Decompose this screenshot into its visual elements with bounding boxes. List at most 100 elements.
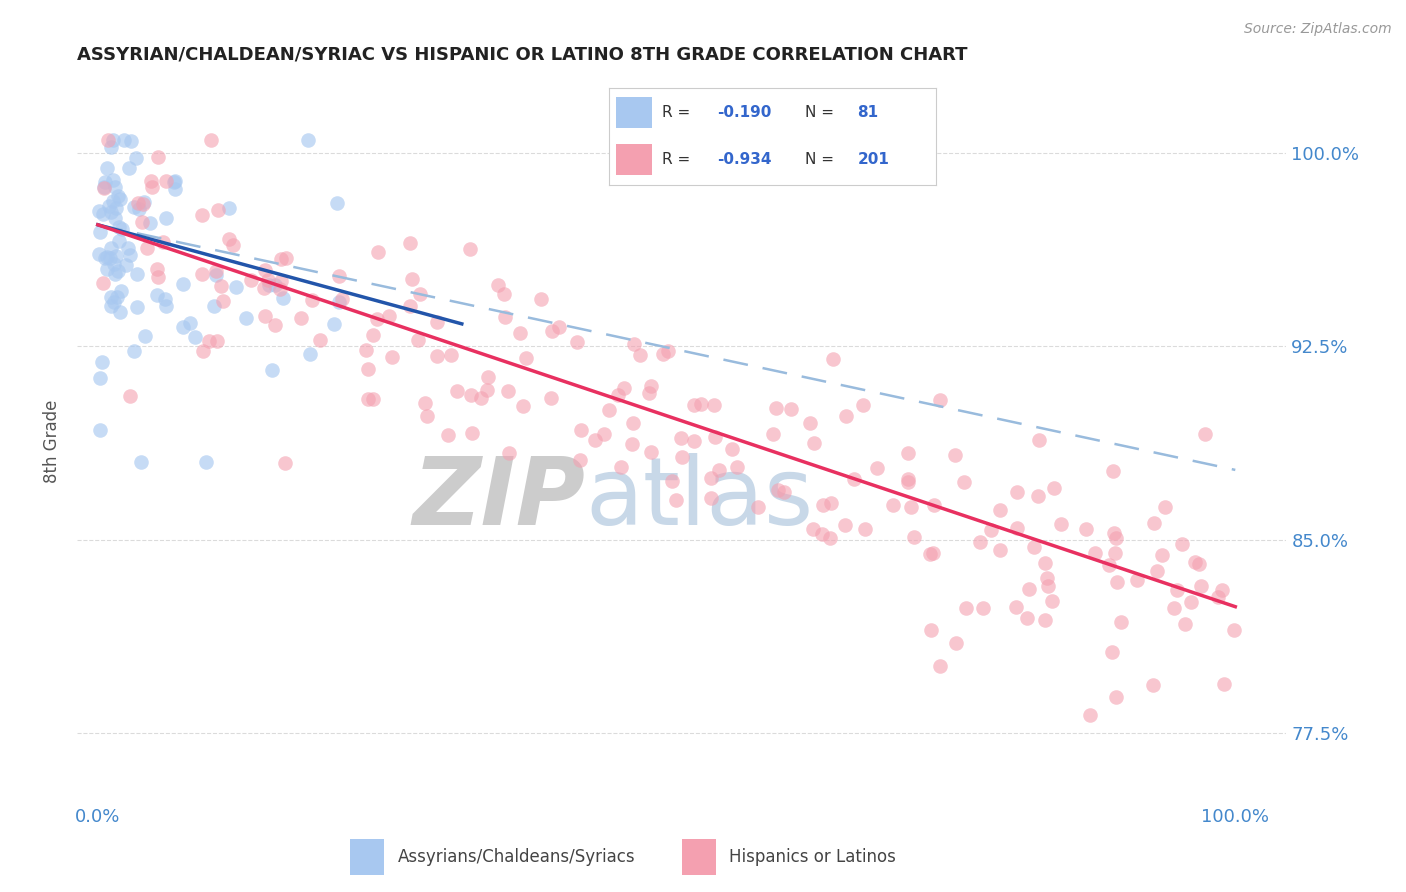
Point xyxy=(179,317,201,331)
Point xyxy=(96,250,118,264)
Point xyxy=(929,392,952,407)
Point xyxy=(762,427,785,442)
Point xyxy=(264,278,287,293)
Point xyxy=(1194,427,1216,442)
Point xyxy=(707,463,730,477)
Point xyxy=(290,310,312,325)
Point xyxy=(108,305,131,319)
Point xyxy=(765,401,787,416)
Point xyxy=(780,402,803,417)
Point xyxy=(972,601,994,615)
Point xyxy=(1033,613,1056,627)
Point xyxy=(146,269,169,284)
Point xyxy=(134,328,156,343)
Point xyxy=(720,442,742,456)
Point xyxy=(592,426,614,441)
Point xyxy=(256,272,278,286)
Point xyxy=(477,384,499,398)
Point xyxy=(541,324,564,338)
Point xyxy=(94,175,117,189)
Point xyxy=(1050,517,1073,532)
Point xyxy=(897,472,920,486)
Point xyxy=(254,263,277,277)
Point xyxy=(897,475,920,489)
Point xyxy=(1033,556,1056,570)
Point xyxy=(1109,615,1132,629)
Point xyxy=(458,242,481,256)
Point xyxy=(357,392,380,406)
Point xyxy=(366,312,388,326)
Point xyxy=(252,281,274,295)
Point xyxy=(725,459,748,474)
Point xyxy=(100,204,122,219)
Point xyxy=(1170,537,1192,551)
Point xyxy=(155,299,177,313)
Point xyxy=(446,384,468,399)
Point xyxy=(257,277,280,292)
Point xyxy=(583,434,606,448)
Point xyxy=(104,201,127,215)
Point xyxy=(104,267,127,281)
Point xyxy=(1022,540,1045,554)
Point xyxy=(91,276,114,290)
Point xyxy=(903,530,925,544)
Point xyxy=(152,235,174,250)
Point xyxy=(163,175,186,189)
Point xyxy=(274,456,297,470)
Point xyxy=(1036,571,1059,585)
Point xyxy=(104,179,127,194)
Point xyxy=(801,522,824,536)
Point xyxy=(127,195,149,210)
Point xyxy=(165,182,187,196)
Point xyxy=(97,199,120,213)
Point xyxy=(811,498,834,512)
Point xyxy=(141,179,163,194)
Text: atlas: atlas xyxy=(585,453,814,545)
Point xyxy=(918,547,941,561)
Point xyxy=(124,344,146,359)
Point xyxy=(98,252,121,266)
Point xyxy=(117,241,139,255)
Point xyxy=(747,500,769,514)
Point xyxy=(1102,526,1125,541)
Point xyxy=(494,310,516,324)
Point xyxy=(1101,464,1123,478)
Point xyxy=(853,522,876,536)
Point xyxy=(207,202,229,217)
Point xyxy=(89,371,111,385)
Point xyxy=(1104,546,1126,560)
Point xyxy=(100,140,122,154)
Point xyxy=(273,291,295,305)
Point xyxy=(900,500,922,514)
Point xyxy=(834,517,856,532)
Point xyxy=(127,267,149,281)
Point xyxy=(361,392,384,406)
Point xyxy=(598,402,620,417)
Point xyxy=(1189,579,1212,593)
Point xyxy=(1223,624,1246,638)
Point xyxy=(93,207,115,221)
Point xyxy=(141,174,163,188)
Point xyxy=(952,475,974,489)
Point xyxy=(613,381,636,395)
Point xyxy=(610,460,633,475)
Point xyxy=(834,409,856,423)
Point xyxy=(1018,582,1040,596)
Point xyxy=(105,249,128,263)
Point xyxy=(103,257,125,271)
Point xyxy=(1084,546,1107,560)
Point xyxy=(191,267,214,281)
Point xyxy=(96,161,118,175)
Point xyxy=(105,290,128,304)
Point xyxy=(309,333,332,347)
Point xyxy=(820,496,842,510)
Point xyxy=(671,450,693,465)
Point xyxy=(1150,548,1173,562)
Point xyxy=(270,274,292,288)
Point xyxy=(103,173,125,187)
Point xyxy=(184,330,207,344)
Point xyxy=(263,318,285,333)
Point xyxy=(104,211,127,225)
Point xyxy=(703,398,725,412)
Point xyxy=(172,277,194,291)
